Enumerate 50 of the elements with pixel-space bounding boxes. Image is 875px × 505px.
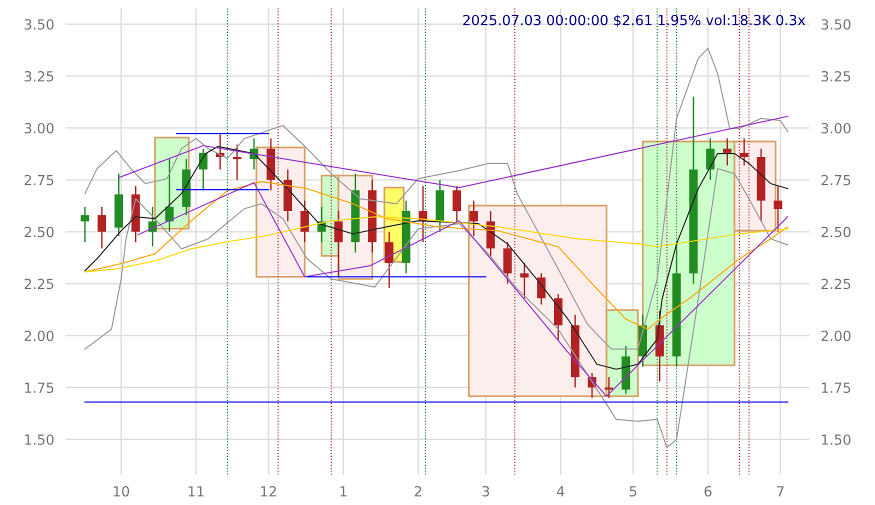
y2-tick-label: 2.50 [822,226,850,238]
y2-tick-label: 2.00 [822,330,850,342]
candlestick [300,200,309,243]
x-tick-label: 12 [261,486,276,496]
y-tick-label: 1.75 [25,382,54,393]
x-tick-label: 10 [114,486,130,497]
x-tick-label: 11 [188,486,204,496]
candlestick [604,376,614,399]
x-tick-label: 7 [777,486,784,496]
candlestick [165,158,174,232]
candlestick [706,138,715,181]
candlestick [537,272,546,306]
y-tick-label: 2.00 [24,330,54,342]
y-tick-label: 3.25 [24,71,54,82]
y2-tick-label: 2.75 [822,174,850,186]
line-series [138,182,788,397]
candlestick [520,262,529,299]
y2-tick-label: 2.25 [822,278,850,290]
y-tick-label: 3.50 [24,19,54,30]
x-tick-label: 4 [556,486,564,496]
candlestick [232,144,242,181]
line-series [84,48,788,350]
candlestick [148,206,157,248]
y2-tick-label: 1.50 [822,434,850,445]
y2-tick-label: 1.75 [822,382,850,393]
candlestick [452,185,462,222]
x-tick-label: 1 [340,486,346,496]
candlestick [80,206,90,243]
line-series [84,181,788,330]
candlestick [469,200,478,237]
x-tick-label: 2 [414,486,422,496]
y2-tick-label: 3.00 [822,122,850,134]
candlestick [774,185,782,232]
line-series [118,116,788,188]
line-series [84,146,788,370]
candlestick [723,138,732,166]
y-tick-label: 2.50 [24,226,54,238]
chart-title: 2025.07.03 00:00:00 $2.61 1.95% vol:18.3K 0.3x [463,14,806,28]
y2-tick-label: 3.50 [822,19,850,30]
x-tick-label: 6 [704,486,712,497]
y-tick-label: 2.25 [24,278,54,290]
x-tick-label: 3 [482,486,490,497]
candlestick [98,206,106,250]
y-tick-label: 1.50 [25,434,54,445]
y-tick-label: 2.75 [24,174,54,186]
line-series [84,168,788,448]
y2-tick-label: 3.25 [822,71,850,82]
x-tick-label: 5 [630,486,636,497]
y-tick-label: 3.00 [24,122,54,134]
candlestick [384,231,394,289]
